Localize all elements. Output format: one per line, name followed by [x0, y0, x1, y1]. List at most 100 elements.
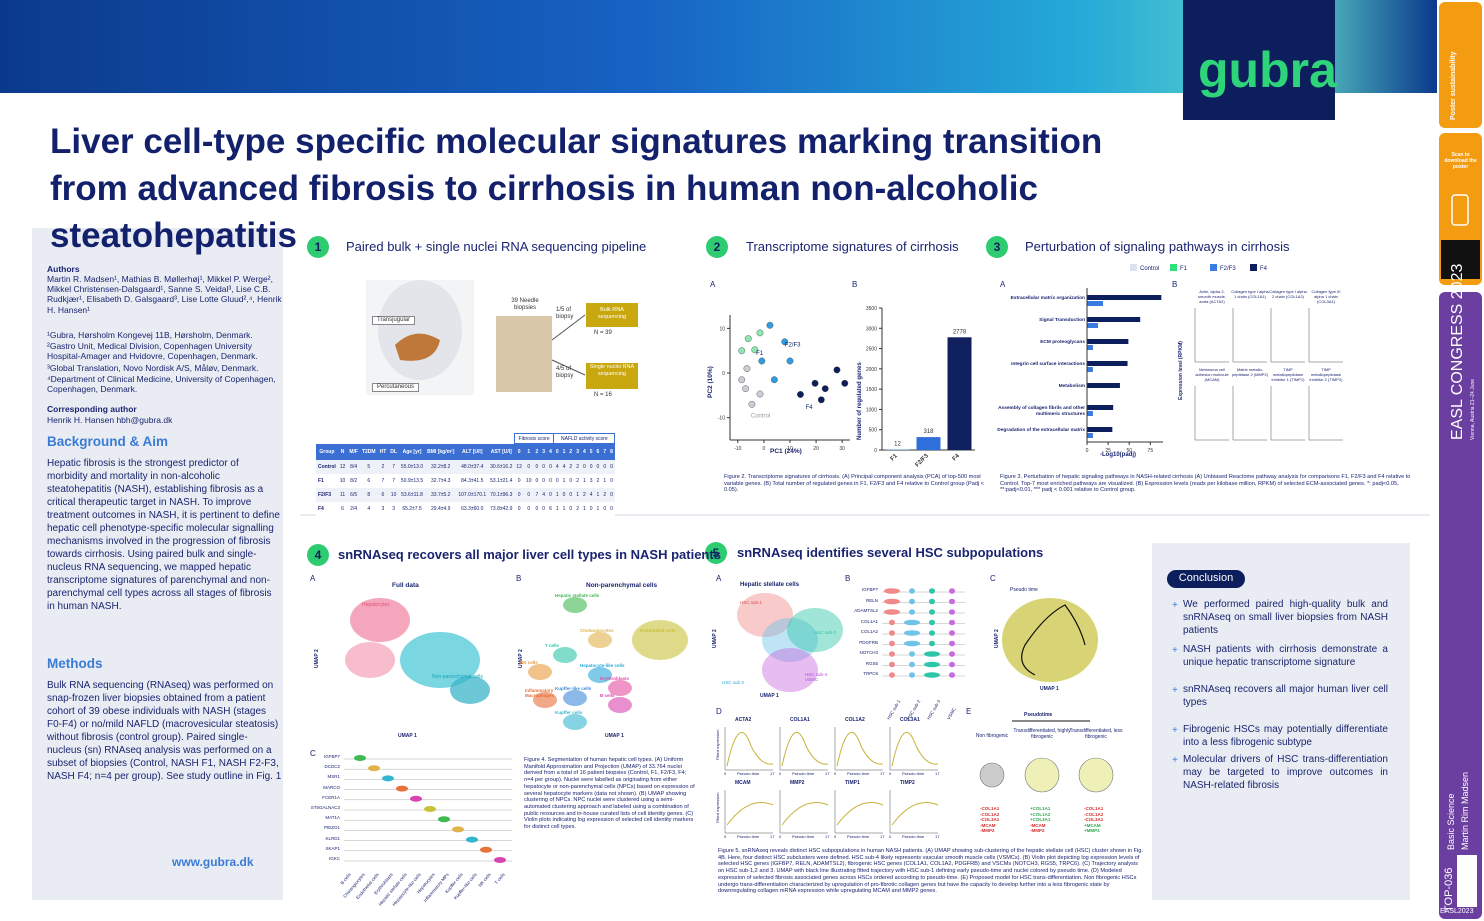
violin	[929, 619, 935, 626]
strip-text: TOP-036	[1443, 867, 1455, 912]
curve	[891, 802, 939, 826]
cell: AST [U/l]	[488, 443, 515, 460]
bullet-text: We performed paired high-quality bulk an…	[1183, 599, 1388, 636]
y-tick-label: 3000	[866, 326, 877, 332]
axis-label: -Log10(padj)	[1100, 452, 1136, 458]
gene-label: MAT1A	[325, 815, 340, 821]
gene-label: ST6GALNAC3	[310, 805, 340, 810]
cell: ALT [U/l]	[456, 443, 489, 460]
bullet: +	[1172, 755, 1178, 766]
cell: NAFLD activity score	[553, 433, 616, 444]
violin	[354, 755, 366, 761]
pathway-label: Assembly of collagen fibrils and other m…	[998, 406, 1085, 417]
x-tick-label: 0	[763, 446, 766, 452]
violin	[889, 630, 895, 636]
curve-title: MCAM	[735, 780, 751, 786]
cell: 2	[576, 478, 579, 484]
marker-label: -MMP2	[1030, 828, 1045, 833]
violin	[904, 619, 920, 626]
y-tick-label: -10	[718, 416, 725, 422]
cell: 1	[555, 492, 559, 498]
bulk-box	[586, 303, 638, 327]
marker-label: -MCAM	[1030, 822, 1046, 828]
cell: 1	[562, 506, 566, 512]
violin	[889, 651, 895, 657]
violin	[396, 785, 408, 792]
pathway-label: Signal Transduction	[1039, 318, 1085, 323]
gene-label: PDGFRB	[859, 639, 878, 645]
panel-label: D	[716, 707, 722, 716]
marker-label: -MCAM	[980, 822, 996, 828]
axis-label: Number of regulated genes	[857, 362, 863, 440]
marker-label: -COL3A1	[1084, 817, 1104, 822]
cluster-label: Non-parenchymal cells	[432, 674, 483, 680]
logo-box	[1183, 0, 1335, 120]
cell: 2	[576, 464, 579, 470]
gene-label: IGFBP7	[861, 587, 878, 592]
violin	[904, 630, 920, 636]
label: Single nuclei RNA sequencing	[589, 364, 635, 377]
tick-label: 0	[834, 834, 837, 839]
logo: gubra	[1198, 42, 1337, 98]
tick-label: 0	[889, 771, 892, 776]
section-badge	[986, 236, 1008, 258]
cell: N	[337, 443, 348, 460]
violin	[949, 630, 955, 636]
cell: 0	[589, 506, 593, 512]
cell: 3	[381, 506, 385, 512]
cell: 0	[517, 478, 521, 484]
caption: Figure 4. Segmentation of human hepatic …	[524, 757, 695, 831]
cell: 4	[547, 443, 554, 460]
axis-label: PC2 (10%)	[707, 366, 714, 398]
panel-label: C	[990, 574, 996, 583]
x-tick-label: 20	[813, 446, 819, 452]
curve-title: MMP2	[790, 780, 805, 786]
violin	[480, 846, 492, 853]
cell-icon	[1078, 757, 1114, 793]
point	[748, 400, 756, 408]
marker-label: -COL1A1	[1084, 806, 1104, 811]
cell: 1	[523, 443, 534, 460]
axis-label: Pseudo time	[847, 834, 870, 839]
bar	[1087, 427, 1113, 432]
strip-text: Scan to download the poster	[1444, 152, 1477, 170]
cell: 0	[610, 478, 613, 484]
violin	[949, 619, 955, 626]
paragraph: Hepatic fibrosis is the strongest predic…	[47, 458, 280, 612]
tick-label: 17	[825, 834, 830, 839]
legend-label: Control	[1140, 266, 1159, 272]
violin	[929, 630, 935, 636]
cell: 0	[596, 464, 600, 470]
label: N = 39	[594, 330, 612, 336]
violin	[904, 640, 920, 647]
cluster-label: HSC sub-4 VSMC	[805, 672, 828, 683]
curve-title: COL1A1	[790, 717, 810, 723]
gene-label: NOTCH3	[859, 650, 878, 655]
cluster-label: Endothelial cells	[640, 628, 676, 633]
umap-cluster	[588, 667, 612, 683]
cell: HT	[377, 443, 389, 460]
violin	[889, 619, 895, 626]
bar	[1087, 433, 1093, 438]
cell: Control	[318, 464, 336, 470]
cell: 29.4±4.9	[431, 506, 451, 512]
cell: 0	[517, 506, 521, 512]
cell: 0	[610, 506, 613, 512]
violin	[909, 609, 915, 615]
violin	[909, 661, 915, 668]
bar	[885, 449, 910, 451]
point	[756, 329, 764, 337]
tick-label: 17	[880, 834, 885, 839]
strip-text: Vienna, Austria 21–24 June	[1470, 378, 1476, 440]
cell: 2	[603, 492, 607, 498]
state-label: Transdifferentiated, highly fibrogenic	[1013, 728, 1071, 740]
violin	[909, 588, 915, 594]
point	[821, 385, 829, 393]
bullet: +	[1172, 645, 1178, 656]
y-tick-label: 2500	[866, 347, 877, 353]
caption: Figure 5. snRNAseq reveals distinct HSC …	[718, 848, 1143, 895]
trajectory-line	[1021, 604, 1086, 676]
cell: 0	[603, 506, 607, 512]
cell: 32.7±4.3	[431, 478, 451, 484]
